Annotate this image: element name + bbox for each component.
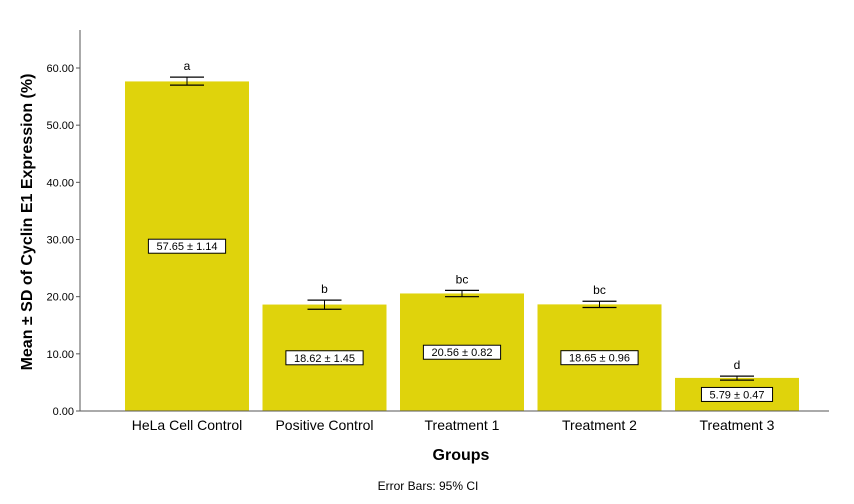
- data-label-box: [422, 344, 502, 360]
- y-tick-label: 20.00: [46, 292, 74, 304]
- significance-letter: d: [734, 358, 741, 372]
- y-tick-label: 50.00: [46, 120, 74, 132]
- x-tick-label: Treatment 3: [700, 417, 775, 433]
- y-axis-title: Mean ± SD of Cyclin E1 Expression (%): [19, 74, 36, 371]
- y-tick-label: 30.00: [46, 235, 74, 247]
- significance-letter: a: [184, 59, 191, 73]
- y-tick-label: 60.00: [46, 63, 74, 75]
- y-tick-label: 40.00: [46, 177, 74, 189]
- significance-letter: b: [321, 282, 328, 296]
- significance-letter: bc: [456, 272, 469, 286]
- error-bars-note: Error Bars: 95% CI: [378, 479, 479, 493]
- data-label-box: [700, 386, 774, 402]
- x-tick-label: Positive Control: [275, 417, 373, 433]
- bars: a 57.65 ± 1.14 b 18.62 ± 1.45 bc 20.56 ± 0.82…: [125, 59, 799, 411]
- x-axis-title: Groups: [433, 447, 490, 464]
- data-label: 57.65 ± 1.14: [156, 241, 217, 253]
- data-label-box: [560, 350, 639, 366]
- data-label: 18.65 ± 0.96: [569, 353, 630, 365]
- x-tick-label: Treatment 2: [562, 417, 637, 433]
- data-label: 18.62 ± 1.45: [294, 353, 355, 365]
- y-tick-label: 10.00: [46, 349, 74, 361]
- data-label-box: [285, 350, 364, 366]
- x-tick-label: Treatment 1: [425, 417, 500, 433]
- data-label-box: [147, 238, 227, 254]
- significance-letter: bc: [593, 283, 606, 297]
- x-tick-label: HeLa Cell Control: [132, 417, 243, 433]
- data-label: 5.79 ± 0.47: [710, 389, 765, 401]
- y-tick-label: 0.00: [53, 406, 74, 418]
- data-label: 20.56 ± 0.82: [431, 347, 492, 359]
- x-axis: HeLa Cell Control Positive Control Treatme…: [80, 410, 829, 433]
- y-axis: 0.00 10.00 20.00 30.00 40.00 50.00 60.00: [46, 30, 81, 418]
